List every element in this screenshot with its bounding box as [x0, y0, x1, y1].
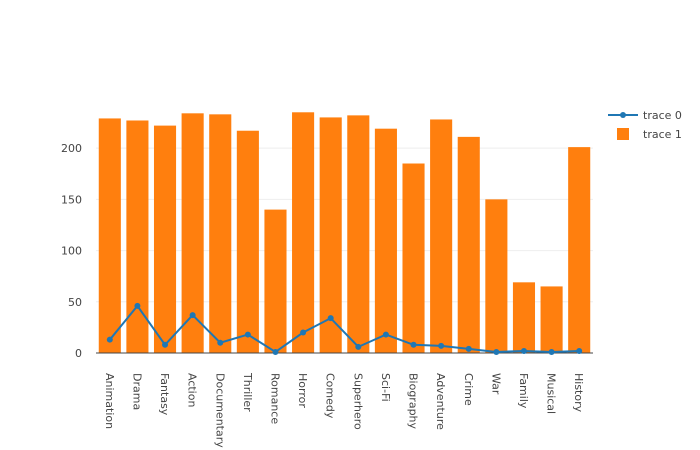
bar[interactable] — [430, 119, 453, 353]
bar[interactable] — [181, 113, 204, 353]
bar[interactable] — [126, 120, 149, 353]
legend-point-swatch — [620, 112, 626, 118]
line-point[interactable] — [327, 315, 334, 322]
x-tick-label: Adventure — [434, 373, 447, 430]
bar[interactable] — [347, 115, 370, 353]
x-tick-label: War — [489, 373, 502, 395]
bar[interactable] — [568, 147, 591, 353]
line-point[interactable] — [300, 329, 307, 336]
bar[interactable] — [98, 118, 121, 353]
bar[interactable] — [374, 128, 397, 353]
line-point[interactable] — [272, 348, 279, 355]
bar[interactable] — [153, 125, 177, 353]
x-tick-label: Superhero — [351, 373, 364, 430]
line-point[interactable] — [382, 331, 389, 338]
x-tick-label: Biography — [407, 373, 420, 430]
y-tick-label: 200 — [61, 142, 82, 155]
y-tick-label: 150 — [61, 193, 82, 206]
bar[interactable] — [485, 199, 508, 353]
x-tick-label: Horror — [296, 373, 309, 408]
bar[interactable] — [236, 130, 259, 353]
x-tick-label: Action — [186, 373, 199, 407]
bar[interactable] — [512, 282, 536, 353]
line-point[interactable] — [520, 347, 527, 354]
bar[interactable] — [209, 114, 232, 353]
line-point[interactable] — [493, 348, 500, 355]
bar[interactable] — [402, 163, 425, 353]
x-axis-ticks: Animation Drama Fantasy Action Documentary Th… — [103, 372, 585, 448]
line-point[interactable] — [162, 341, 169, 348]
bar[interactable] — [264, 209, 287, 353]
x-tick-label: Thriller — [241, 372, 254, 412]
gridlines — [96, 147, 593, 303]
x-tick-label: Animation — [103, 373, 116, 429]
x-tick-label: Romance — [268, 373, 281, 424]
y-tick-label: 0 — [75, 347, 82, 360]
x-tick-label: Documentary — [213, 373, 226, 448]
bar[interactable] — [292, 112, 315, 353]
x-tick-label: Drama — [130, 373, 143, 410]
legend[interactable]: trace 0 trace 1 — [608, 109, 682, 141]
y-axis-ticks: 0 50 100 150 200 — [61, 142, 82, 360]
line-point[interactable] — [576, 347, 583, 354]
legend-label: trace 0 — [643, 109, 682, 122]
x-tick-label: Comedy — [324, 373, 337, 419]
line-point[interactable] — [134, 302, 141, 309]
bar-series — [98, 112, 591, 353]
line-point[interactable] — [189, 312, 196, 319]
legend-item-trace-0[interactable]: trace 0 — [608, 109, 682, 122]
x-tick-label: Musical — [545, 373, 558, 414]
line-point[interactable] — [217, 339, 224, 346]
x-tick-label: Crime — [462, 373, 475, 406]
line-point[interactable] — [410, 341, 417, 348]
y-tick-label: 100 — [61, 245, 82, 258]
line-point[interactable] — [465, 345, 472, 352]
line-point[interactable] — [244, 331, 251, 338]
x-tick-label: Fantasy — [158, 373, 171, 416]
x-tick-label: Family — [517, 373, 530, 409]
line-point[interactable] — [106, 336, 113, 343]
bar[interactable] — [319, 117, 342, 353]
line-point[interactable] — [438, 342, 445, 349]
legend-label: trace 1 — [643, 128, 682, 141]
x-tick-label: History — [572, 373, 585, 413]
legend-item-trace-1[interactable]: trace 1 — [617, 128, 682, 141]
x-tick-label: Sci-Fi — [379, 373, 392, 402]
y-tick-label: 50 — [68, 296, 82, 309]
bar[interactable] — [540, 286, 563, 353]
line-point[interactable] — [355, 343, 362, 350]
line-series — [106, 302, 583, 355]
legend-bar-swatch — [617, 128, 629, 140]
line-point[interactable] — [548, 348, 555, 355]
series-line — [109, 304, 580, 354]
bar[interactable] — [457, 136, 480, 353]
